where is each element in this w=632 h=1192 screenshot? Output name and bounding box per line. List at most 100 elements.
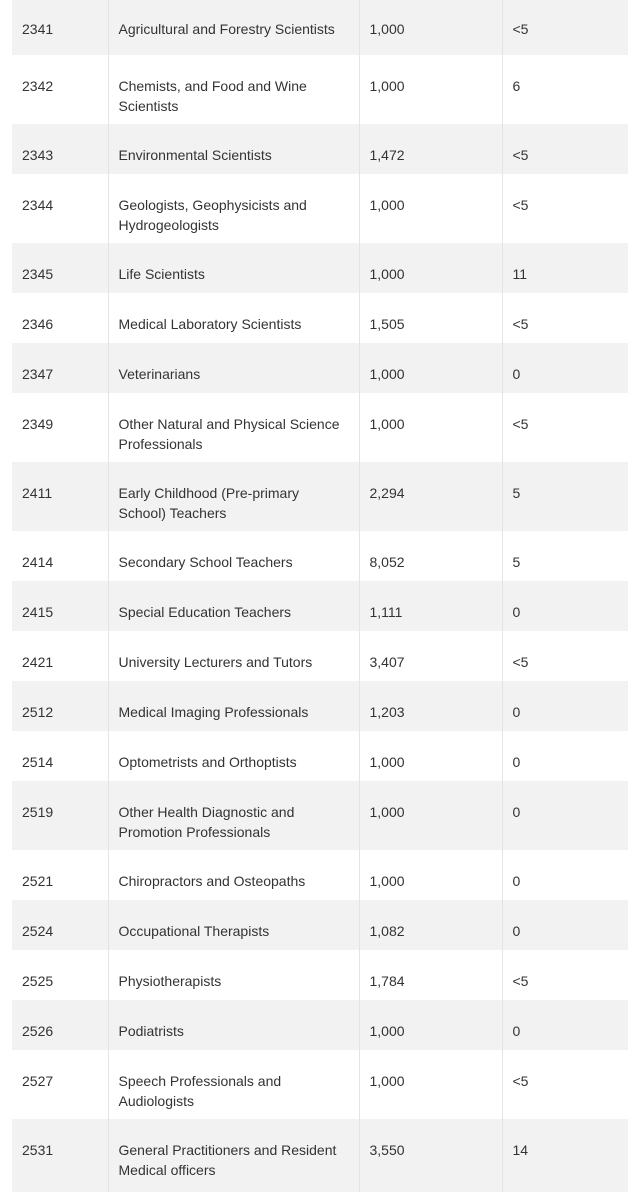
code-cell: 2346 <box>12 293 109 343</box>
table-row: 2343 Environmental Scientists 1,472 <5 <box>12 124 628 174</box>
invitations-cell: 1,082 <box>359 900 503 950</box>
occupation-cell: Podiatrists <box>108 1000 360 1050</box>
count-cell: 11 <box>502 243 628 293</box>
code-cell: 2514 <box>12 731 109 781</box>
invitations-cell: 1,203 <box>359 681 503 731</box>
table-row: 2341 Agricultural and Forestry Scientist… <box>12 0 628 55</box>
invitations-cell: 1,000 <box>359 731 503 781</box>
code-cell: 2524 <box>12 900 109 950</box>
count-cell: <5 <box>502 0 628 55</box>
count-cell: 0 <box>502 900 628 950</box>
count-cell: <5 <box>512 416 529 432</box>
count-cell: 5 <box>502 462 628 531</box>
table-row: 2345 Life Scientists 1,000 11 <box>12 243 628 293</box>
count-cell: <5 <box>512 973 529 989</box>
occupation-cell: Geologists, Geophysicists and Hydrogeolo… <box>108 174 360 243</box>
count-cell: 0 <box>512 873 521 889</box>
table-row: 2519 Other Health Diagnostic and Promoti… <box>12 781 628 850</box>
count-cell: 5 <box>512 554 521 570</box>
invitations-cell: 3,550 <box>359 1119 503 1192</box>
occupation-cell: Optometrists and Orthoptists <box>108 731 360 781</box>
code-cell: 2414 <box>12 531 109 581</box>
invitations-cell: 1,000 <box>359 781 503 850</box>
table-row: 2415 Special Education Teachers 1,111 0 <box>12 581 628 631</box>
table-row: 2524 Occupational Therapists 1,082 0 <box>12 900 628 950</box>
code-cell: 2341 <box>12 0 109 55</box>
count-cell: 0 <box>502 581 628 631</box>
code-cell: 2344 <box>12 174 109 243</box>
invitations-cell: 1,111 <box>359 581 503 631</box>
code-cell: 2519 <box>12 781 109 850</box>
code-cell: 2421 <box>12 631 109 681</box>
invitations-cell: 1,000 <box>359 243 503 293</box>
invitations-cell: 8,052 <box>359 531 503 581</box>
table-row: 2525 Physiotherapists 1,784 <5 <box>12 950 628 1000</box>
code-cell: 2531 <box>12 1119 109 1192</box>
invitations-cell: 1,000 <box>359 55 503 124</box>
table-row: 2411 Early Childhood (Pre-primary School… <box>12 462 628 531</box>
table-row: 2344 Geologists, Geophysicists and Hydro… <box>12 174 628 243</box>
code-cell: 2512 <box>12 681 109 731</box>
count-cell: 0 <box>512 754 521 770</box>
table-row: 2346 Medical Laboratory Scientists 1,505… <box>12 293 628 343</box>
invitations-cell: 1,505 <box>359 293 503 343</box>
table-row: 2521 Chiropractors and Osteopaths 1,000 … <box>12 850 628 900</box>
count-cell: <5 <box>502 124 628 174</box>
code-cell: 2415 <box>12 581 109 631</box>
occupation-cell: Secondary School Teachers <box>108 531 360 581</box>
occupation-cell: Environmental Scientists <box>108 124 360 174</box>
count-cell: 6 <box>512 78 521 94</box>
count-cell: 0 <box>502 681 628 731</box>
occupation-cell: Physiotherapists <box>108 950 360 1000</box>
count-cell: <5 <box>512 654 529 670</box>
table-row: 2349 Other Natural and Physical Science … <box>12 393 628 462</box>
occupation-cell: Medical Imaging Professionals <box>108 681 360 731</box>
invitations-cell: 1,000 <box>359 393 503 462</box>
invitations-cell: 1,784 <box>359 950 503 1000</box>
occupation-cell: Early Childhood (Pre-primary School) Tea… <box>108 462 360 531</box>
code-cell: 2343 <box>12 124 109 174</box>
occupation-cell: Medical Laboratory Scientists <box>108 293 360 343</box>
count-cell: 0 <box>502 343 628 393</box>
table-row: 2414 Secondary School Teachers 8,052 5 <box>12 531 628 581</box>
invitations-cell: 1,000 <box>359 850 503 900</box>
occupation-table: 2341 Agricultural and Forestry Scientist… <box>12 0 628 1192</box>
occupation-cell: General Practitioners and Resident Medic… <box>108 1119 360 1192</box>
table-row: 2347 Veterinarians 1,000 0 <box>12 343 628 393</box>
code-cell: 2526 <box>12 1000 109 1050</box>
invitations-cell: 1,000 <box>359 343 503 393</box>
count-cell: 14 <box>502 1119 628 1192</box>
code-cell: 2347 <box>12 343 109 393</box>
table-row: 2512 Medical Imaging Professionals 1,203… <box>12 681 628 731</box>
invitations-cell: 1,000 <box>359 0 503 55</box>
code-cell: 2521 <box>12 850 109 900</box>
invitations-cell: 2,294 <box>359 462 503 531</box>
occupation-cell: Veterinarians <box>108 343 360 393</box>
code-cell: 2411 <box>12 462 109 531</box>
count-cell: 0 <box>502 1000 628 1050</box>
count-cell: <5 <box>512 316 529 332</box>
occupation-cell: Agricultural and Forestry Scientists <box>108 0 360 55</box>
occupation-table-container: 2341 Agricultural and Forestry Scientist… <box>12 0 628 1192</box>
table-row: 2526 Podiatrists 1,000 0 <box>12 1000 628 1050</box>
invitations-cell: 1,000 <box>359 174 503 243</box>
invitations-cell: 1,472 <box>359 124 503 174</box>
invitations-cell: 1,000 <box>359 1000 503 1050</box>
occupation-cell: Chiropractors and Osteopaths <box>108 850 360 900</box>
occupation-cell: Special Education Teachers <box>108 581 360 631</box>
table-row: 2421 University Lecturers and Tutors 3,4… <box>12 631 628 681</box>
occupation-cell: Speech Professionals and Audiologists <box>108 1050 360 1119</box>
code-cell: 2525 <box>12 950 109 1000</box>
invitations-cell: 1,000 <box>359 1050 503 1119</box>
occupation-cell: Chemists, and Food and Wine Scientists <box>108 55 360 124</box>
table-row: 2514 Optometrists and Orthoptists 1,000 … <box>12 731 628 781</box>
occupation-cell: University Lecturers and Tutors <box>108 631 360 681</box>
occupation-cell: Life Scientists <box>108 243 360 293</box>
table-row: 2527 Speech Professionals and Audiologis… <box>12 1050 628 1119</box>
table-row: 2342 Chemists, and Food and Wine Scienti… <box>12 55 628 124</box>
count-cell: 0 <box>502 781 628 850</box>
invitations-cell: 3,407 <box>359 631 503 681</box>
occupation-cell: Other Natural and Physical Science Profe… <box>108 393 360 462</box>
count-cell: <5 <box>512 197 529 213</box>
code-cell: 2349 <box>12 393 109 462</box>
